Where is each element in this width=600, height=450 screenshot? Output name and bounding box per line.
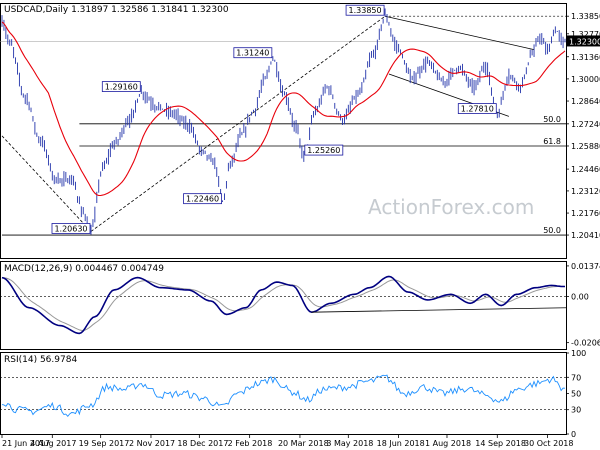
rsi-line [1, 374, 566, 417]
x-tick-label: 18 Jun 2018 [377, 439, 425, 448]
macd-signal-line [1, 277, 566, 331]
y-tick-label: 1.23120 [571, 187, 600, 196]
swing-callout-box [183, 193, 222, 205]
y-tick-label: 100 [571, 349, 586, 358]
y-tick-label: 1.21760 [571, 209, 600, 218]
swing-callout-box [233, 47, 273, 59]
x-tick-label: 18 Dec 2017 [177, 439, 228, 448]
swing-callout-box [304, 144, 344, 156]
y-tick-label: 0 [571, 430, 576, 439]
swing-callout-label: 1.31240 [236, 49, 269, 58]
fib-label: 50.0 [543, 226, 561, 235]
y-tick-label: 1.30000 [571, 75, 600, 84]
swing-callout-label: 1.27810 [461, 105, 494, 114]
y-tick-label: 1.27240 [571, 120, 600, 129]
x-tick-label: 2 Feb 2018 [228, 439, 273, 448]
swing-callout-box [51, 223, 91, 234]
x-tick-label: 2 Nov 2017 [129, 439, 175, 448]
x-tick-label: 4 Aug 2017 [30, 439, 76, 448]
y-tick-label: 0.00 [571, 293, 589, 302]
y-tick-label: 0.013745 [571, 262, 600, 271]
x-tick-label: 14 Sep 2018 [475, 439, 526, 448]
y-tick-label: 70 [571, 373, 581, 382]
y-tick-label: 30 [571, 406, 581, 415]
y-tick-label: 1.32770 [571, 30, 600, 39]
moving-average-line [1, 21, 566, 197]
fib-label: 50.0 [543, 115, 561, 124]
watermark: ActionForex.com [368, 195, 534, 219]
last-price-box [567, 35, 600, 47]
macd-line [1, 275, 565, 335]
y-tick-label: 1.31360 [571, 53, 600, 62]
macd-panel [0, 261, 567, 350]
x-tick-label: 19 Sep 2017 [79, 439, 130, 448]
rsi-panel [0, 352, 567, 435]
y-tick-label: 50 [571, 390, 581, 399]
y-tick-label: 1.20410 [571, 231, 600, 240]
swing-callout-box [345, 4, 385, 16]
rsi-header: RSI(14) 56.9784 [4, 355, 77, 365]
swing-callout-box [457, 103, 497, 114]
y-tick-label: 1.28640 [571, 97, 600, 106]
trendline [90, 15, 386, 232]
swing-callout-label: 1.33850 [349, 6, 382, 15]
trendline [384, 15, 535, 50]
x-tick-label: 1 Aug 2018 [425, 439, 471, 448]
y-tick-label: -0.020652 [571, 339, 600, 348]
swing-callout-box [101, 81, 141, 92]
x-tick-label: 30 Oct 2018 [524, 439, 573, 448]
swing-callout-label: 1.29160 [105, 83, 138, 92]
macd-trendline [311, 307, 567, 313]
macd-header: MACD(12,26,9) 0.004467 0.004749 [4, 264, 164, 274]
fib-label: 61.8 [543, 137, 561, 146]
y-tick-label: 1.25880 [571, 142, 600, 151]
y-tick-label: 1.33850 [571, 12, 600, 21]
x-tick-label: 3 May 2018 [326, 439, 373, 448]
x-tick-label: 20 Mar 2018 [278, 439, 329, 448]
last-price-label: 1.32300 [569, 37, 600, 46]
price-header: USDCAD,Daily 1.31897 1.32586 1.31841 1.3… [4, 5, 229, 15]
trendline [1, 135, 92, 232]
swing-callout-label: 1.25260 [307, 146, 340, 155]
swing-callout-label: 1.22460 [186, 195, 219, 204]
swing-callout-label: 1.20630 [54, 224, 87, 233]
y-tick-label: 1.24460 [571, 165, 600, 174]
x-tick-label: 21 Jun 2017 [2, 439, 50, 448]
